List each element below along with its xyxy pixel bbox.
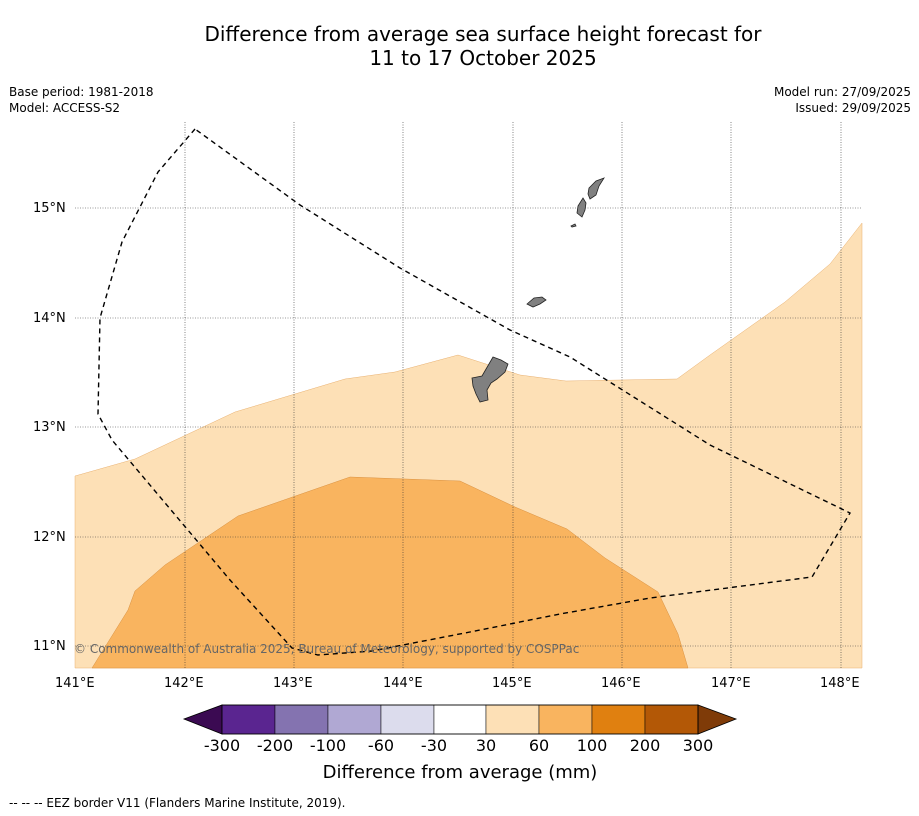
colorbar-extend-low	[182, 704, 223, 735]
colorbar-tick-label: -200	[256, 736, 294, 755]
model-name: Model: ACCESS-S2	[9, 101, 121, 115]
lat-label-14n: 14°N	[33, 311, 66, 326]
island-saipan	[587, 177, 605, 200]
eez-border	[97, 128, 851, 656]
colorbar-tick-label: -100	[309, 736, 347, 755]
lon-label-145e: 145°E	[492, 676, 532, 691]
colorbar-bin-6	[485, 704, 540, 735]
title-line-1: Difference from average sea surface heig…	[204, 22, 762, 46]
colorbar-tick-label: -300	[203, 736, 241, 755]
colorbar-bin-7	[538, 704, 593, 735]
graticule	[75, 122, 862, 668]
lon-label-143e: 143°E	[273, 676, 313, 691]
colorbar-bin-5	[433, 704, 487, 735]
chart-title: Difference from average sea surface heig…	[0, 22, 919, 70]
lon-label-142e: 142°E	[164, 676, 204, 691]
title-line-2: 11 to 17 October 2025	[369, 46, 597, 70]
islands	[471, 177, 605, 403]
copyright-text: © Commonwealth of Australia 2025, Bureau…	[74, 642, 580, 656]
lat-label-15n: 15°N	[33, 201, 66, 216]
colorbar-tick-label: 30	[475, 736, 497, 755]
colorbar-title: Difference from average (mm)	[322, 762, 598, 783]
island-rota	[526, 296, 547, 308]
meta-left: Base period: 1981-2018 Model: ACCESS-S2	[9, 84, 154, 116]
lat-label-13n: 13°N	[33, 420, 66, 435]
colorbar-tick-label: 300	[682, 736, 714, 755]
colorbar-bin-9	[644, 704, 699, 735]
issued-date: Issued: 29/09/2025	[795, 101, 911, 115]
colorbar-extend-high	[697, 704, 738, 735]
colorbar-bin-8	[591, 704, 646, 735]
island-tinian	[576, 197, 587, 218]
lon-label-147e: 147°E	[711, 676, 751, 691]
anomaly-band-60-100	[91, 476, 689, 669]
colorbar	[182, 704, 738, 735]
island-aguijan	[570, 223, 577, 228]
colorbar-tick-label: -60	[367, 736, 395, 755]
island-guam	[471, 356, 509, 403]
lat-label-12n: 12°N	[33, 530, 66, 545]
colorbar-bin-2	[274, 704, 329, 735]
colorbar-bin-3	[327, 704, 382, 735]
eez-footnote: -- -- -- EEZ border V11 (Flanders Marine…	[9, 796, 346, 810]
colorbar-tick-label: 60	[528, 736, 550, 755]
lat-label-11n: 11°N	[33, 639, 66, 654]
lon-label-141e: 141°E	[55, 676, 95, 691]
colorbar-bin-4	[380, 704, 435, 735]
colorbar-tick-label: -30	[420, 736, 448, 755]
base-period: Base period: 1981-2018	[9, 85, 154, 99]
meta-right: Model run: 27/09/2025 Issued: 29/09/2025	[774, 84, 911, 116]
colorbar-bin-1	[221, 704, 276, 735]
lon-label-146e: 146°E	[601, 676, 641, 691]
lon-label-144e: 144°E	[383, 676, 423, 691]
colorbar-tick-label: 100	[576, 736, 608, 755]
colorbar-tick-label: 200	[629, 736, 661, 755]
model-run: Model run: 27/09/2025	[773, 85, 911, 99]
lon-label-148e: 148°E	[820, 676, 860, 691]
